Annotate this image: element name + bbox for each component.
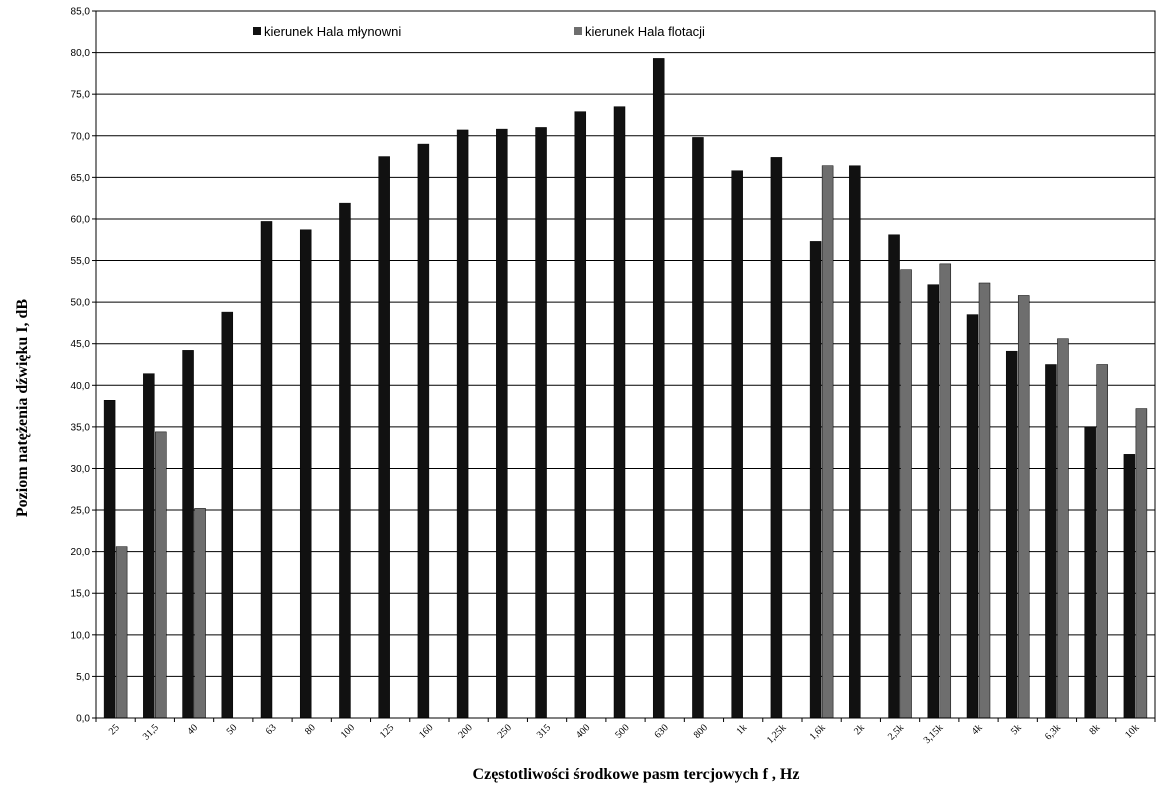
bar-hala-mlynowni <box>182 350 194 719</box>
bar-hala-flotacji <box>821 165 834 719</box>
y-tick-label: 70,0 <box>71 131 91 142</box>
x-tick-label: 63 <box>264 722 279 737</box>
x-tick-label: 800 <box>692 722 710 740</box>
legend: kierunek Hala młynowni kierunek Hala flo… <box>253 24 705 39</box>
x-tick-label: 6,3k <box>1043 722 1063 742</box>
bar-hala-flotacji <box>1135 408 1148 719</box>
bar-hala-mlynowni <box>849 165 861 719</box>
bar-hala-mlynowni <box>339 202 351 719</box>
y-tick-label: 85,0 <box>71 7 91 18</box>
x-tick-labels: 25 31,5 40 50 63 80 100 125 160 200 250 315 400 500 63… <box>107 722 1142 746</box>
x-tick-label: 10k <box>1123 722 1141 740</box>
x-tick-label: 100 <box>339 722 357 740</box>
plot-area-frame <box>95 10 1156 719</box>
grid-lines <box>92 10 1156 722</box>
y-tick-label: 25,0 <box>71 506 91 517</box>
y-tick-label: 10,0 <box>71 630 91 641</box>
y-tick-label: 20,0 <box>71 547 91 558</box>
bar-hala-flotacji <box>1057 338 1069 719</box>
bar-hala-mlynowni <box>574 111 587 719</box>
x-tick-label: 200 <box>456 722 474 740</box>
y-tick-label: 45,0 <box>71 339 91 350</box>
bar-hala-flotacji <box>194 508 206 719</box>
y-tick-labels: 0,0 5,0 10,0 15,0 20,0 25,0 30,0 35,0 40,0 45,0 50… <box>71 7 91 725</box>
bars <box>103 58 1148 719</box>
x-tick-label: 125 <box>378 722 396 740</box>
bar-hala-mlynowni <box>535 127 547 719</box>
bar-hala-mlynowni <box>299 229 312 719</box>
bar-hala-mlynowni <box>103 400 116 719</box>
bar-hala-mlynowni <box>496 128 508 719</box>
bar-hala-flotacji <box>939 263 952 719</box>
y-tick-label: 60,0 <box>71 214 91 225</box>
bar-hala-mlynowni <box>260 221 273 719</box>
legend-label-hala-mlynowni: kierunek Hala młynowni <box>264 24 401 39</box>
bar-hala-mlynowni <box>456 129 469 719</box>
x-tick-label: 400 <box>574 722 592 740</box>
bar-hala-mlynowni <box>221 311 234 719</box>
y-tick-label: 75,0 <box>71 90 91 101</box>
bar-hala-mlynowni <box>1084 426 1096 719</box>
y-tick-label: 30,0 <box>71 464 91 475</box>
legend-swatch-hala-flotacji <box>574 27 582 35</box>
x-tick-label: 2,5k <box>886 722 906 742</box>
y-tick-label: 80,0 <box>71 48 91 59</box>
x-tick-label: 3,15k <box>922 722 946 746</box>
x-tick-label: 500 <box>613 722 631 740</box>
bar-hala-mlynowni <box>417 143 430 719</box>
y-tick-label: 0,0 <box>76 714 90 725</box>
x-tick-label: 630 <box>652 722 670 740</box>
bar-hala-mlynowni <box>770 157 783 719</box>
bar-hala-flotacji <box>900 269 912 719</box>
x-tick-label: 80 <box>303 722 318 737</box>
bar-hala-mlynowni <box>1045 364 1057 719</box>
x-tick-label: 1,6k <box>808 722 828 742</box>
x-axis-title: Częstotliwości środkowe pasm tercjowych … <box>473 766 800 783</box>
bar-hala-flotacji <box>115 546 128 719</box>
x-tick-label: 1,25k <box>765 722 789 746</box>
y-tick-label: 55,0 <box>71 256 91 267</box>
bar-hala-mlynowni <box>1123 454 1136 719</box>
x-tick-label: 250 <box>496 722 514 740</box>
bar-hala-mlynowni <box>809 241 822 719</box>
bar-hala-mlynowni <box>1005 350 1018 719</box>
x-tick-label: 4k <box>970 722 985 737</box>
bar-hala-flotacji <box>978 282 991 719</box>
bar-hala-flotacji <box>155 431 167 719</box>
bar-hala-flotacji <box>1096 364 1108 719</box>
y-axis-title: Poziom natężenia dźwięku I, dB <box>14 299 31 518</box>
bar-hala-mlynowni <box>966 314 979 719</box>
bar-hala-mlynowni <box>692 137 704 719</box>
x-tick-label: 315 <box>535 722 553 740</box>
x-tick-label: 40 <box>185 722 200 737</box>
bar-hala-mlynowni <box>927 284 940 719</box>
bar-hala-mlynowni <box>378 156 390 719</box>
y-tick-label: 40,0 <box>71 381 91 392</box>
bar-hala-mlynowni <box>613 106 626 719</box>
bar-hala-mlynowni <box>652 58 665 719</box>
x-tick-label: 1k <box>734 722 749 737</box>
y-tick-label: 50,0 <box>71 298 91 309</box>
legend-swatch-hala-mlynowni <box>253 27 261 35</box>
y-tick-label: 35,0 <box>71 422 91 433</box>
bar-hala-mlynowni <box>731 170 743 719</box>
x-tick-label: 2k <box>852 722 867 737</box>
x-tick-label: 5k <box>1009 722 1024 737</box>
y-tick-label: 65,0 <box>71 173 91 184</box>
bar-hala-mlynowni <box>888 234 900 719</box>
y-tick-label: 15,0 <box>71 589 91 600</box>
y-tick-label: 5,0 <box>76 672 90 683</box>
bar-hala-flotacji <box>1017 295 1030 719</box>
x-tick-label: 50 <box>225 722 240 737</box>
x-tick-label: 25 <box>107 722 122 737</box>
bar-hala-mlynowni <box>143 373 155 719</box>
legend-label-hala-flotacji: kierunek Hala flotacji <box>585 24 705 39</box>
x-tick-label: 8k <box>1087 722 1102 737</box>
x-tick-label: 31,5 <box>141 722 161 742</box>
x-tick-label: 160 <box>417 722 435 740</box>
